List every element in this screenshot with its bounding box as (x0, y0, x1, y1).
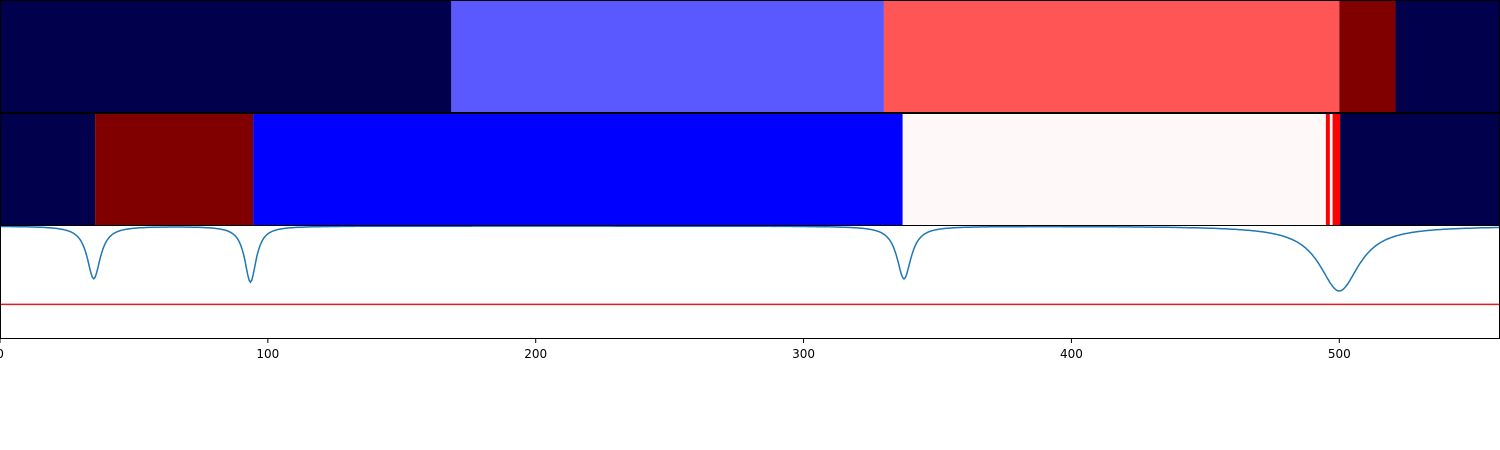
track-2-segment-5 (1329, 114, 1333, 225)
track-1-segment-4 (1395, 1, 1500, 112)
track-1-segment-3 (1339, 1, 1396, 112)
x-axis: 0 100 200 300 400 500 (0, 338, 1351, 361)
track-2-segment-4 (1325, 114, 1330, 225)
track-1-segment-2 (883, 1, 1340, 112)
score-series-line (0, 225, 1500, 292)
plot-frame (0, 225, 1500, 339)
track-2-segment-2 (253, 114, 903, 225)
track-2-segment-0 (0, 114, 96, 225)
track-2-segment-1 (95, 114, 254, 225)
track-2-segment-6 (1332, 114, 1341, 225)
segmentation-track-2 (0, 114, 1500, 225)
track-2-segment-7 (1340, 114, 1500, 225)
x-tick-label-100: 100 (256, 347, 279, 361)
track-2-segment-3 (902, 114, 1326, 225)
x-tick-label-200: 200 (524, 347, 547, 361)
x-tick-label-500: 500 (1328, 347, 1351, 361)
x-tick-label-400: 400 (1060, 347, 1083, 361)
track-1-segment-0 (0, 1, 452, 112)
segmentation-track-1 (0, 1, 1500, 112)
x-tick-label-0: 0 (0, 347, 4, 361)
x-tick-label-300: 300 (792, 347, 815, 361)
boundary-score-plot (0, 225, 1500, 306)
track-1-segment-1 (451, 1, 884, 112)
